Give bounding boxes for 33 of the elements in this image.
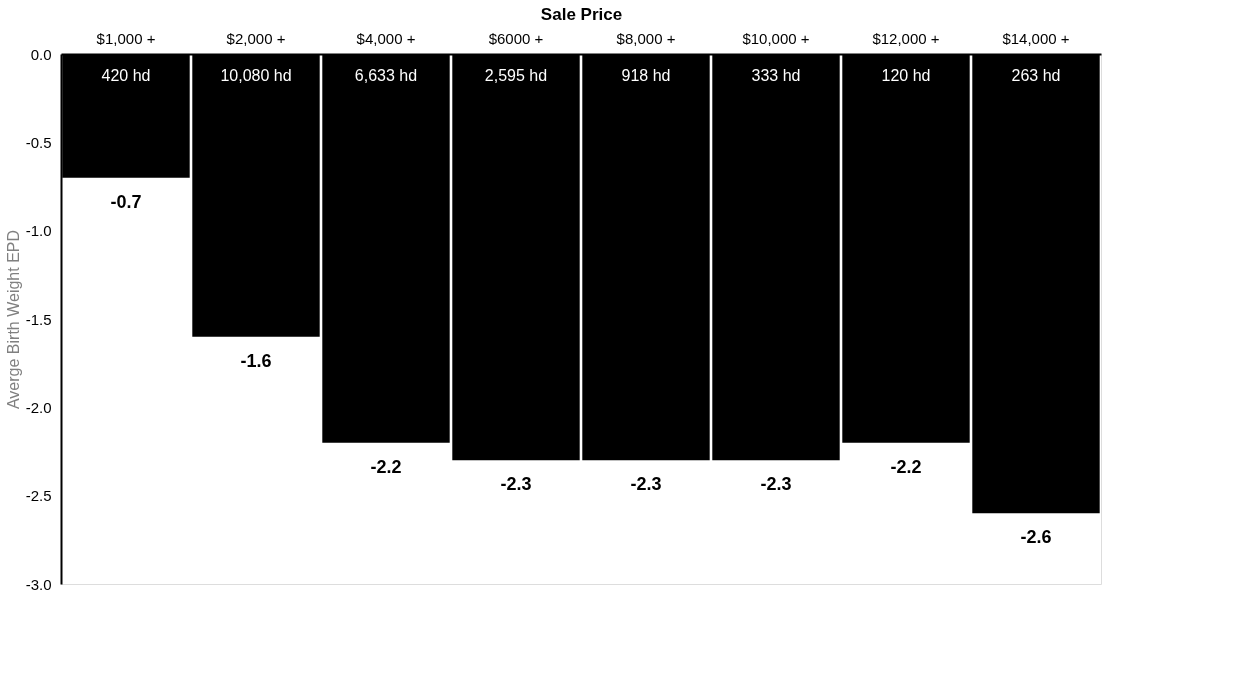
- x-tick-label: $8,000 +: [616, 29, 676, 47]
- y-tick-label: -3.0: [25, 575, 52, 593]
- data-label: -2.3: [500, 474, 532, 495]
- y-tick-label: -2.0: [25, 398, 52, 416]
- x-tick-label: $2,000 +: [226, 29, 286, 47]
- x-tick-label: $10,000 +: [742, 29, 810, 47]
- y-tick-label: -1.5: [25, 310, 52, 328]
- x-tick-label: $1,000 +: [96, 29, 156, 47]
- x-tick-label: $6000 +: [488, 29, 544, 47]
- data-label: -1.6: [240, 350, 272, 371]
- y-tick-label: 0.0: [30, 45, 52, 63]
- annotation: 263 hd: [1011, 67, 1061, 84]
- annotation: 120 hd: [881, 67, 931, 84]
- annotation: 333 hd: [751, 67, 801, 84]
- y-tick-label: -2.5: [25, 487, 52, 505]
- y-tick-label: -0.5: [25, 133, 52, 151]
- annotation: 6,633 hd: [354, 67, 418, 84]
- data-label: -2.2: [370, 456, 402, 477]
- x-tick-label: $4,000 +: [356, 29, 416, 47]
- data-label: -2.3: [630, 474, 662, 495]
- y-axis-title: Averge Birth Weight EPD: [4, 229, 22, 410]
- data-label: -0.7: [110, 191, 142, 212]
- x-tick-label: $12,000 +: [872, 29, 940, 47]
- x-tick-label: $14,000 +: [1002, 29, 1070, 47]
- data-label: -2.6: [1020, 527, 1052, 548]
- data-label: -2.2: [890, 456, 922, 477]
- x-axis-title: Sale Price: [540, 4, 623, 24]
- annotation: 10,080 hd: [220, 67, 292, 84]
- y-tick-label: -1.0: [25, 222, 52, 240]
- annotation: 918 hd: [621, 67, 671, 84]
- data-label: -2.3: [760, 474, 792, 495]
- annotation: 420 hd: [101, 67, 151, 84]
- annotation: 2,595 hd: [484, 67, 548, 84]
